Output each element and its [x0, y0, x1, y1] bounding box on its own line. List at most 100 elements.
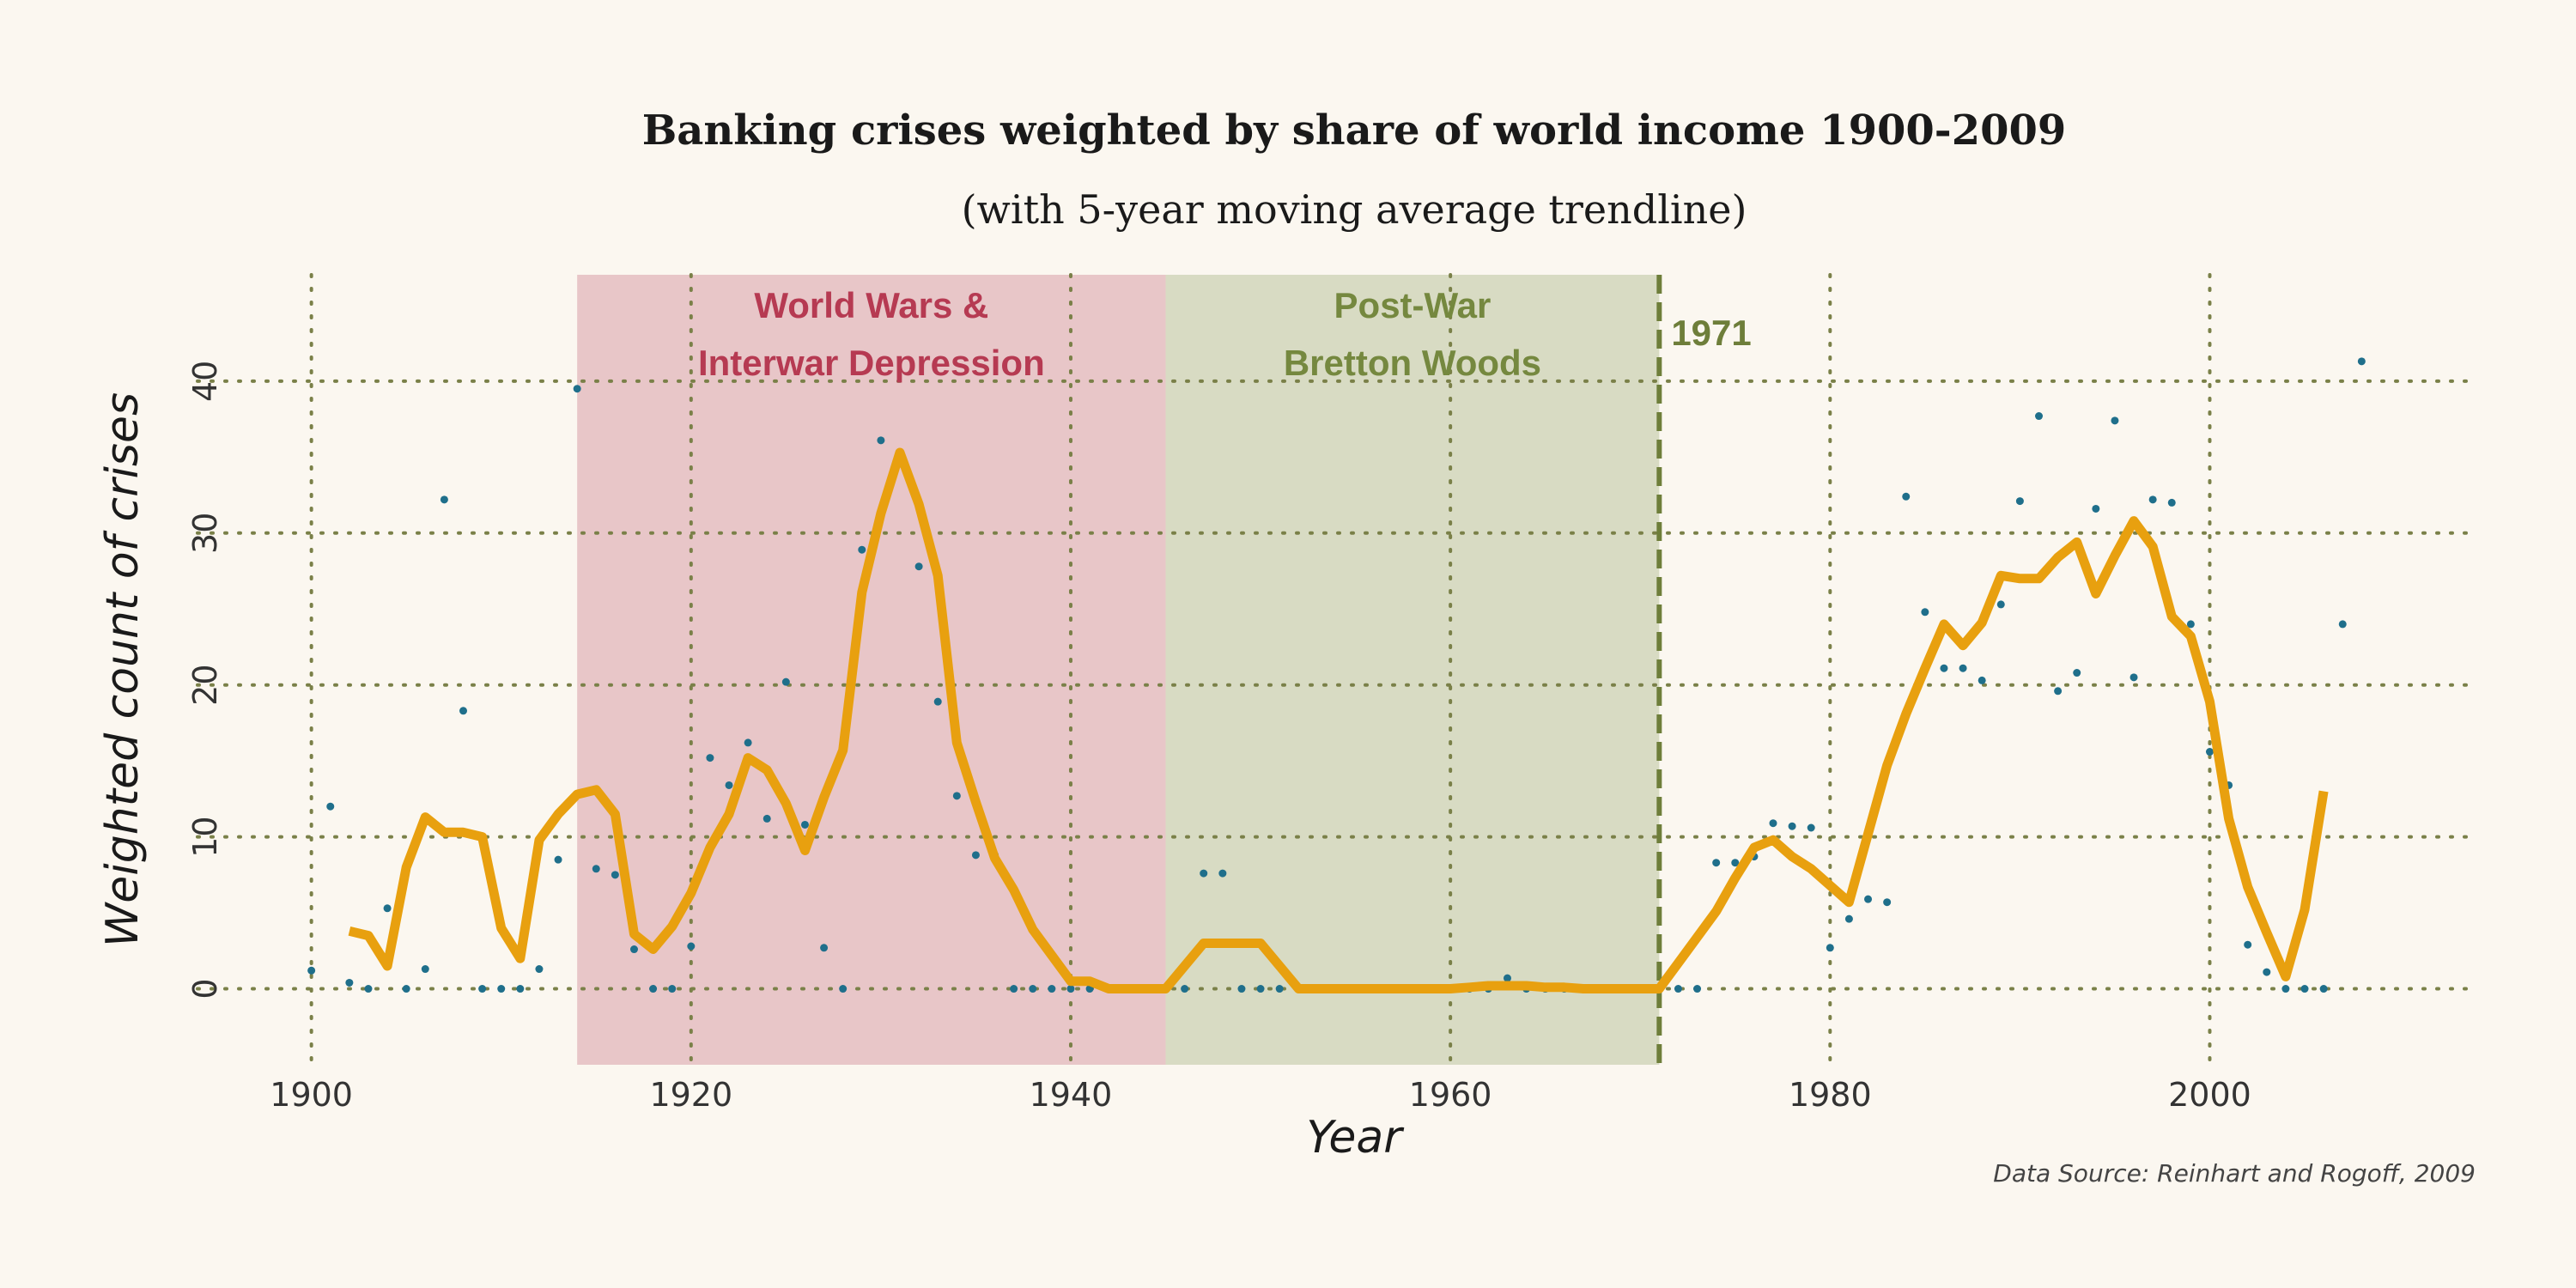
trendline: [348, 447, 2329, 993]
y-tick-label: 0: [186, 978, 224, 999]
region-band-1: [1165, 275, 1660, 1065]
data-point: [611, 871, 619, 879]
region-label-line1-0: World Wars &: [754, 285, 988, 325]
source-note: Data Source: Reinhart and Rogoff, 2009: [1993, 1159, 2476, 1188]
data-point: [1200, 869, 1208, 878]
region-label-line1-1: Post-War: [1334, 285, 1492, 325]
data-point: [1256, 985, 1265, 993]
data-point: [459, 707, 468, 715]
data-point: [629, 945, 638, 954]
region-band-0: [577, 275, 1166, 1065]
data-point: [1029, 985, 1037, 993]
data-point: [2129, 673, 2138, 682]
data-point: [421, 965, 429, 974]
y-tick-label: 10: [186, 816, 224, 857]
data-point: [1010, 985, 1018, 993]
data-point: [914, 562, 923, 571]
data-point: [1978, 676, 1986, 684]
x-axis-label: Year: [1306, 1112, 1405, 1163]
data-point: [2281, 985, 2290, 993]
vline-group: 1971: [1656, 275, 1752, 1065]
x-tick-label: 2000: [2168, 1076, 2251, 1114]
x-tick-label: 1920: [649, 1076, 732, 1114]
data-point: [1902, 492, 1911, 501]
data-point: [326, 802, 335, 811]
data-point: [1788, 822, 1796, 830]
data-point: [1996, 600, 2005, 609]
data-point: [971, 851, 980, 860]
data-point: [706, 754, 714, 762]
data-point: [2338, 620, 2347, 629]
data-point: [2015, 497, 2024, 506]
data-point: [573, 385, 581, 393]
data-point: [649, 985, 658, 993]
data-point: [668, 985, 677, 993]
data-point: [535, 965, 544, 974]
data-point: [1731, 859, 1740, 867]
y-tick-label: 30: [186, 513, 224, 554]
data-point: [307, 966, 316, 975]
x-tick-label: 1960: [1409, 1076, 1492, 1114]
data-point: [2205, 748, 2214, 756]
data-point: [516, 985, 525, 993]
data-point: [1693, 985, 1702, 993]
vline-label: 1971: [1671, 313, 1751, 353]
data-point: [1921, 608, 1929, 617]
data-point: [1218, 869, 1227, 878]
data-point: [1066, 985, 1075, 993]
data-point: [1883, 898, 1892, 907]
data-point: [2357, 357, 2366, 366]
trendline-group: [348, 447, 2329, 993]
data-point: [877, 436, 885, 445]
data-point: [933, 697, 942, 706]
data-point: [2300, 985, 2309, 993]
data-point: [858, 545, 866, 554]
data-point: [687, 942, 696, 951]
data-point: [402, 985, 410, 993]
data-point: [2148, 495, 2157, 504]
data-point: [2111, 416, 2119, 425]
data-point: [478, 985, 487, 993]
y-tick-label: 40: [186, 361, 224, 402]
data-point: [2244, 940, 2252, 949]
data-point: [2263, 968, 2271, 976]
data-point: [440, 495, 448, 504]
data-point: [1864, 895, 1873, 903]
data-point: [2092, 504, 2100, 513]
data-point: [2035, 412, 2044, 421]
data-point: [1807, 823, 1815, 832]
data-point: [2319, 985, 2328, 993]
data-point: [345, 978, 354, 987]
region-label-line2-1: Bretton Woods: [1284, 343, 1541, 383]
data-point: [1826, 944, 1834, 952]
data-point: [364, 985, 373, 993]
data-point: [1275, 985, 1284, 993]
data-point: [2054, 687, 2063, 696]
y-tick-labels: 0 10 20 30 40: [186, 361, 224, 999]
data-point: [952, 792, 961, 800]
data-point: [781, 677, 790, 686]
regions: [577, 275, 1660, 1065]
data-point: [839, 985, 848, 993]
chart-subtitle: (with 5-year moving average trendline): [962, 186, 1747, 233]
data-point: [1844, 914, 1853, 923]
data-point: [762, 814, 771, 823]
data-point: [820, 944, 829, 952]
data-point: [1503, 974, 1511, 982]
data-point: [1712, 859, 1721, 867]
region-labels: World Wars & Interwar Depression Post-War B…: [698, 285, 1541, 383]
region-label-line2-0: Interwar Depression: [698, 343, 1045, 383]
data-point: [1769, 819, 1777, 828]
data-point: [592, 865, 600, 873]
x-tick-label: 1940: [1030, 1076, 1113, 1114]
data-point: [1048, 985, 1056, 993]
data-point: [554, 855, 562, 864]
y-tick-label: 20: [186, 665, 224, 706]
data-point: [1237, 985, 1246, 993]
data-point: [1181, 985, 1189, 993]
data-point: [2073, 669, 2081, 677]
data-point: [2186, 620, 2195, 629]
data-point: [383, 904, 392, 913]
data-point: [1674, 985, 1682, 993]
